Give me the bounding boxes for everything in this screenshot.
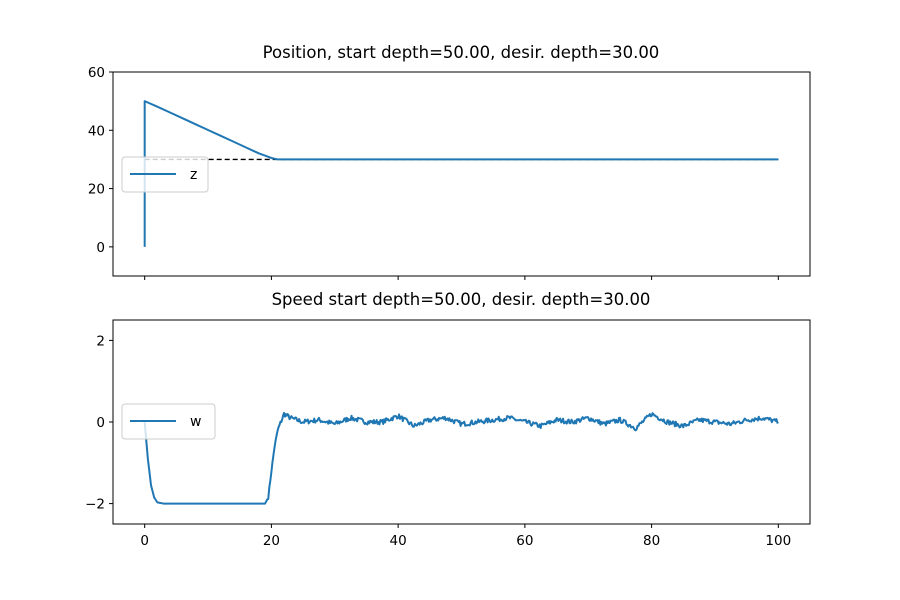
speed-chart-title: Speed start depth=50.00, desir. depth=30… xyxy=(272,290,651,309)
speed-ytick-label: 2 xyxy=(96,333,105,349)
speed-ytick-label: 0 xyxy=(96,415,105,431)
speed-series-w-line xyxy=(143,411,779,505)
position-axes: Position, start depth=50.00, desir. dept… xyxy=(88,43,811,280)
position-chart-title: Position, start depth=50.00, desir. dept… xyxy=(263,43,660,62)
speed-xtick-label: 80 xyxy=(643,533,660,549)
speed-axes: Speed start depth=50.00, desir. depth=30… xyxy=(85,290,811,549)
position-ytick-label: 0 xyxy=(96,240,105,256)
position-plot-area xyxy=(143,100,779,247)
speed-xtick-label: 60 xyxy=(516,533,533,549)
position-tick-marks: 0 20 40 60 xyxy=(88,65,779,280)
speed-xtick-label: 0 xyxy=(140,533,149,549)
position-legend: z xyxy=(121,156,209,193)
position-ytick-label: 40 xyxy=(88,123,105,139)
speed-plot-area xyxy=(143,411,779,505)
position-ytick-label: 20 xyxy=(88,182,105,198)
speed-xtick-label: 100 xyxy=(765,533,791,549)
speed-xtick-label: 20 xyxy=(263,533,280,549)
speed-axes-frame xyxy=(112,319,811,525)
position-ytick-label: 60 xyxy=(88,65,105,81)
position-series-z-line xyxy=(143,100,779,247)
speed-xtick-label: 40 xyxy=(390,533,407,549)
speed-legend: w xyxy=(121,403,216,440)
speed-legend-label: w xyxy=(190,414,201,430)
position-legend-label: z xyxy=(190,167,197,183)
position-axes-frame xyxy=(112,71,811,277)
speed-ytick-label: −2 xyxy=(85,497,105,513)
